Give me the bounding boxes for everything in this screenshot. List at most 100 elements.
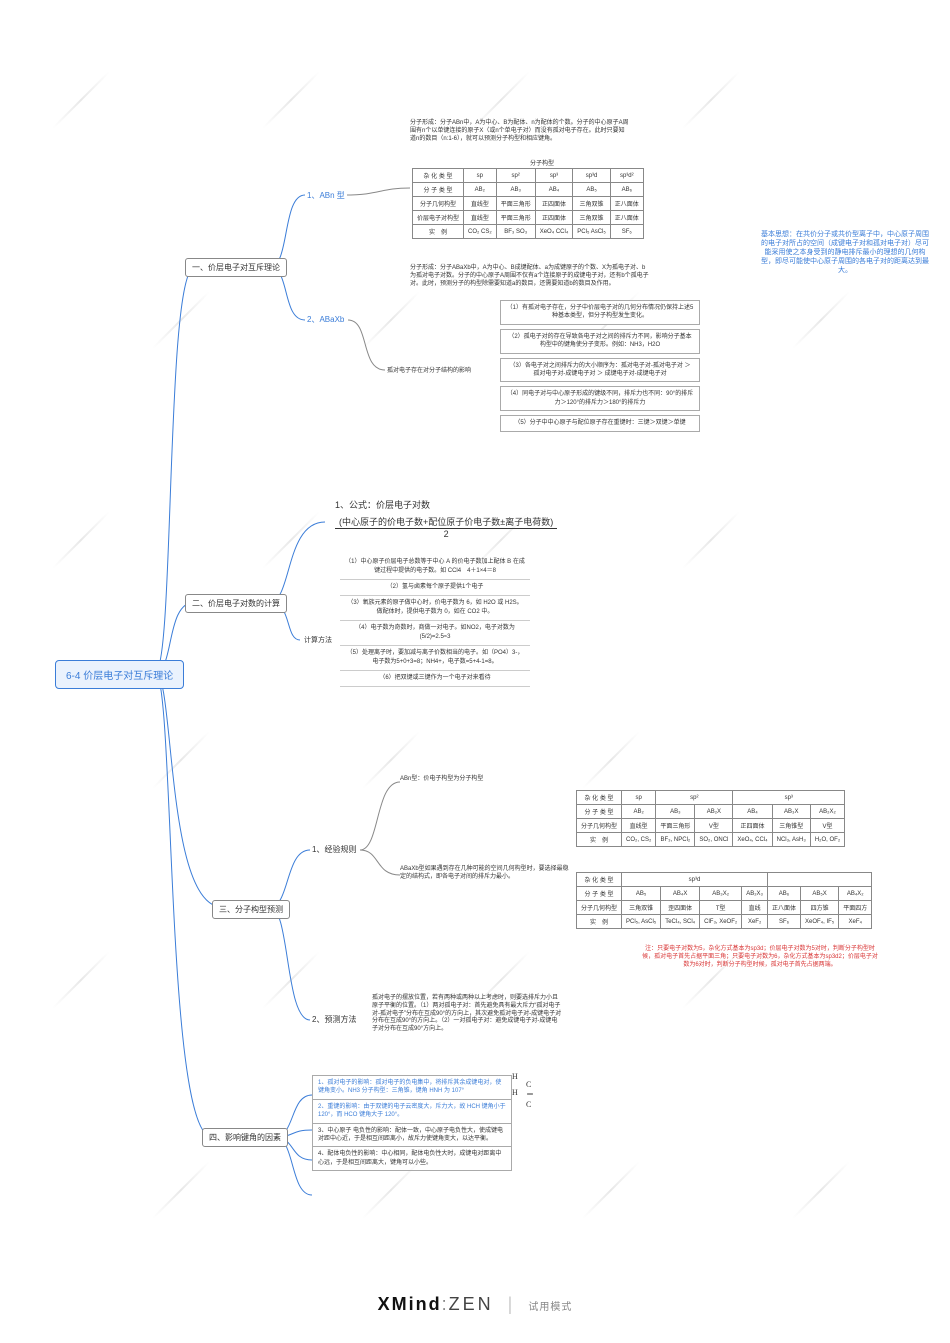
table1-cell: sp³ bbox=[535, 169, 573, 183]
calc-item: （2）氢与卤素每个原子提供1个电子 bbox=[340, 580, 530, 596]
footer-brand: XMind:ZEN | 试用模式 bbox=[0, 1294, 950, 1315]
table3-cell: 歪四面体 bbox=[661, 901, 700, 915]
table3-cell: 三角双锥 bbox=[622, 901, 661, 915]
b3-sub1[interactable]: 1、经验规则 bbox=[310, 844, 358, 855]
branch-4[interactable]: 四、影响键角的因素 bbox=[202, 1128, 288, 1147]
footer-xmind: XMind bbox=[378, 1294, 442, 1314]
b3-note-abn: ABn型：价电子构型为分子构型 bbox=[400, 776, 483, 784]
footer-zen: ZEN bbox=[449, 1294, 494, 1314]
calc-item: （3）氧族元素的原子做中心时，价电子数为 6，如 H2O 或 H2S。做配体时，… bbox=[340, 596, 530, 621]
table1-cell: PCl₅ AsCl₅ bbox=[573, 225, 611, 239]
table3-cell: 杂 化 类 型 bbox=[577, 873, 622, 887]
lone-pair-item: （3）各电子对之间排斥力的大小顺序为：孤对电子对-孤对电子对 ＞ 孤对电子对-成… bbox=[500, 358, 700, 383]
table3-cell: T型 bbox=[700, 901, 742, 915]
table3-cell: AB₅ bbox=[622, 887, 661, 901]
table2-cell: AB₂X bbox=[695, 805, 733, 819]
lone-pair-list: （1）有孤对电子存在，分子中价层电子对的几何分布情况仍保持上述5种基本类型，但分… bbox=[500, 300, 700, 436]
table3-cell: AB₄X bbox=[661, 887, 700, 901]
table3-cell: 平面四方 bbox=[839, 901, 872, 915]
b3-note-abaxb: ABaXb型如果遇到存在几种可能的空间几何构型时，要选择最稳定的结构式，即各电子… bbox=[400, 866, 570, 882]
table1-cell: 正四面体 bbox=[535, 211, 573, 225]
table2-cell: V型 bbox=[695, 819, 733, 833]
b3-sub2[interactable]: 2、预测方法 bbox=[310, 1014, 358, 1025]
table2-cell: sp² bbox=[656, 791, 733, 805]
factor-item: 2、重键的影响：由于双键的电子云密度大，斥力大，故 HCH 键角小于 120°，… bbox=[312, 1100, 512, 1124]
table1-cell: 直线型 bbox=[464, 197, 497, 211]
table2-cell: 平面三角形 bbox=[656, 819, 695, 833]
table1-cell: sp bbox=[464, 169, 497, 183]
branch-4-label: 四、影响键角的因素 bbox=[209, 1133, 281, 1142]
table3-cell: sp³d bbox=[622, 873, 768, 887]
table3-cell: 分子几何构型 bbox=[577, 901, 622, 915]
table1-cell: AB₅ bbox=[573, 183, 611, 197]
table1-cell: AB₄ bbox=[535, 183, 573, 197]
table2-cell: AB₄ bbox=[733, 805, 772, 819]
branch-2-label: 二、价层电子对数的计算 bbox=[192, 599, 280, 608]
root-label: 6-4 价层电子对互斥理论 bbox=[66, 671, 173, 682]
table3-cell: 直线 bbox=[742, 901, 768, 915]
b1-note-mid: 分子形成：分子ABaXb中，A为中心、B成键配体、a为成键原子的个数、X为孤电子… bbox=[410, 265, 650, 288]
table3-cell: SF₆ bbox=[768, 915, 801, 929]
table3-cell: AB₃X₂ bbox=[700, 887, 742, 901]
table3-cell: 实 例 bbox=[577, 915, 622, 929]
lone-pair-item: （5）分子中中心原子与配位原子存在重键时：三键＞双键＞单键 bbox=[500, 415, 700, 431]
branch-2[interactable]: 二、价层电子对数的计算 bbox=[185, 594, 287, 613]
table1-cell: 正八面体 bbox=[610, 211, 643, 225]
formula-title: 1、公式：价层电子对数 bbox=[335, 498, 430, 511]
table2-cell: H₂O, OF₂ bbox=[810, 833, 844, 847]
branch-1-label: 一、价层电子对互斥理论 bbox=[192, 263, 280, 272]
table2-cell: 直线型 bbox=[622, 819, 656, 833]
calc-list: （1）中心原子价层电子总数等于中心 A 的价电子数加上配体 B 在成键过程中提供… bbox=[340, 555, 530, 687]
table2-cell: 实 例 bbox=[577, 833, 622, 847]
lone-pair-item: （2）孤电子对的存在导致各电子对之间的排斥力不同，影响分子基本构型中的键角使分子… bbox=[500, 329, 700, 354]
table1: 杂 化 类 型spsp²sp³sp³dsp³d²分 子 类 型AB₂AB₃AB₄… bbox=[412, 168, 644, 239]
table1-cell: 杂 化 类 型 bbox=[413, 169, 464, 183]
table2-cell: AB₂X₂ bbox=[810, 805, 844, 819]
table2-cell: AB₃ bbox=[656, 805, 695, 819]
table3-cell: XeF₄ bbox=[839, 915, 872, 929]
table1-cell: BF₃ SO₃ bbox=[496, 225, 535, 239]
table1-cell: 直线型 bbox=[464, 211, 497, 225]
b1-note-top: 分子形成：分子ABn中，A为中心、B为配体、n为配体的个数。分子的中心原子A周围… bbox=[410, 120, 630, 143]
b1-sub1[interactable]: 1、ABn 型 bbox=[305, 190, 347, 201]
table2-cell: 三角锥型 bbox=[772, 819, 810, 833]
branch-3-label: 三、分子构型预测 bbox=[219, 905, 283, 914]
table2-cell: NCl₃, AsH₃ bbox=[772, 833, 810, 847]
table1-cell: 正四面体 bbox=[535, 197, 573, 211]
root-node[interactable]: 6-4 价层电子对互斥理论 bbox=[55, 660, 184, 689]
table2-cell: SO₂, ONCl bbox=[695, 833, 733, 847]
calc-item: （4）电子数为奇数时，商做一对电子。如NO2，电子对数为(5/2)=2.5≈3 bbox=[340, 621, 530, 646]
branch-3[interactable]: 三、分子构型预测 bbox=[212, 900, 290, 919]
lone-pair-item: （4）同电子对与中心原子形成的键级不同，排斥力也不同：90°的排斥力＞120°的… bbox=[500, 386, 700, 411]
calc-label: 计算方法 bbox=[302, 635, 334, 645]
table2-cell: AB₂ bbox=[622, 805, 656, 819]
table3: 杂 化 类 型sp³d分 子 类 型AB₅AB₄XAB₃X₂AB₂X₃AB₆AB… bbox=[576, 872, 872, 929]
table1-cell: 价层电子对构型 bbox=[413, 211, 464, 225]
table1-cell: sp³d² bbox=[610, 169, 643, 183]
table3-cell bbox=[768, 873, 872, 887]
table1-cell: sp² bbox=[496, 169, 535, 183]
calc-item: （6）把双键或三键作为一个电子对来看待 bbox=[340, 671, 530, 687]
factor-list: 1、孤对电子的影响：孤对电子的负电集中，将排斥其余成键电对，使键角变小。NH3 … bbox=[312, 1075, 512, 1171]
table1-cell: AB₃ bbox=[496, 183, 535, 197]
footer-trial: 试用模式 bbox=[528, 1302, 572, 1313]
branch-1[interactable]: 一、价层电子对互斥理论 bbox=[185, 258, 287, 277]
table1-cell: 分 子 类 型 bbox=[413, 183, 464, 197]
table1-cell: SF₆ bbox=[610, 225, 643, 239]
table1-cell: CO₂ CS₂ bbox=[464, 225, 497, 239]
table1-cell: 三角双锥 bbox=[573, 211, 611, 225]
b1-sub2[interactable]: 2、ABaXb bbox=[305, 314, 346, 325]
table3-cell: 正八面体 bbox=[768, 901, 801, 915]
lone-pair-item: （1）有孤对电子存在，分子中价层电子对的几何分布情况仍保持上述5种基本类型，但分… bbox=[500, 300, 700, 325]
table3-cell: 分 子 类 型 bbox=[577, 887, 622, 901]
table2-cell: V型 bbox=[810, 819, 844, 833]
table3-cell: AB₆ bbox=[768, 887, 801, 901]
factor-item: 4、配体电负性的影响：中心相同，配体电负性大时，成键电对距离中心远，于是相互间距… bbox=[312, 1147, 512, 1171]
table1-caption: 分子构型 bbox=[530, 158, 554, 167]
table1-cell: sp³d bbox=[573, 169, 611, 183]
table1-cell: 正八面体 bbox=[610, 197, 643, 211]
table2-cell: 杂 化 类 型 bbox=[577, 791, 622, 805]
calc-item: （1）中心原子价层电子总数等于中心 A 的价电子数加上配体 B 在成键过程中提供… bbox=[340, 555, 530, 580]
table2-cell: 分子几何构型 bbox=[577, 819, 622, 833]
formula-numerator: (中心原子的价电子数+配位原子价电子数±离子电荷数) bbox=[335, 515, 557, 529]
